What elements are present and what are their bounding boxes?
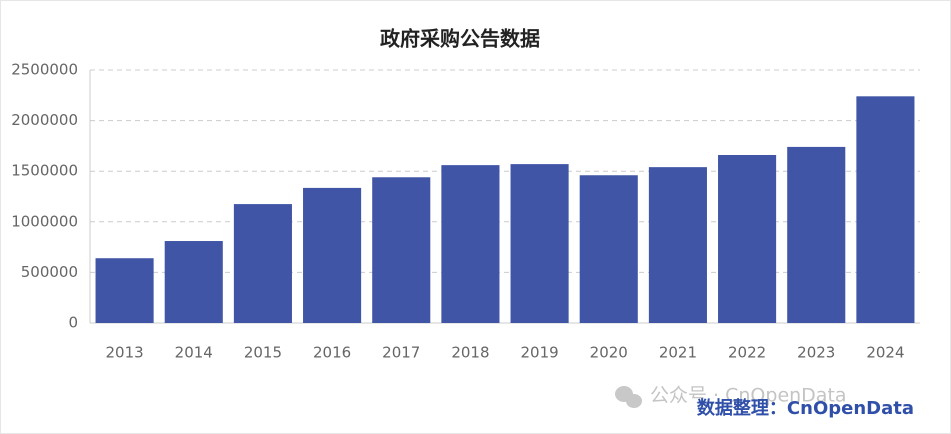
y-tick-label: 1500000 <box>11 162 78 180</box>
x-tick-label: 2017 <box>382 344 420 362</box>
y-tick-label: 1000000 <box>11 212 78 230</box>
bar <box>233 204 292 323</box>
watermark: 公众号 · CnOpenData <box>650 385 847 407</box>
x-tick-label: 2016 <box>313 344 351 362</box>
wechat-icon <box>615 386 642 408</box>
x-tick-label: 2018 <box>451 344 489 362</box>
bar <box>303 187 362 323</box>
x-tick-label: 2021 <box>659 344 697 362</box>
x-tick-label: 2020 <box>590 344 628 362</box>
x-tick-label: 2013 <box>105 344 143 362</box>
bar <box>856 96 915 323</box>
x-tick-label: 2014 <box>175 344 213 362</box>
y-tick-label: 500000 <box>21 263 78 281</box>
bar <box>372 177 431 323</box>
bar <box>510 164 569 323</box>
x-tick-label: 2023 <box>797 344 835 362</box>
bar <box>718 155 777 323</box>
y-tick-label: 2500000 <box>11 61 78 79</box>
x-tick-label: 2019 <box>520 344 558 362</box>
y-tick-label: 2000000 <box>11 111 78 129</box>
source-note: 数据整理：CnOpenData <box>697 397 914 419</box>
x-tick-label: 2024 <box>866 344 904 362</box>
chart-title: 政府采购公告数据 <box>380 27 540 51</box>
bar <box>441 165 500 323</box>
bar <box>787 146 846 323</box>
bar <box>164 241 223 323</box>
x-tick-label: 2015 <box>244 344 282 362</box>
bar <box>579 175 638 323</box>
bar <box>95 258 154 323</box>
bar <box>648 167 707 323</box>
x-tick-label: 2022 <box>728 344 766 362</box>
y-tick-label: 0 <box>68 314 78 332</box>
